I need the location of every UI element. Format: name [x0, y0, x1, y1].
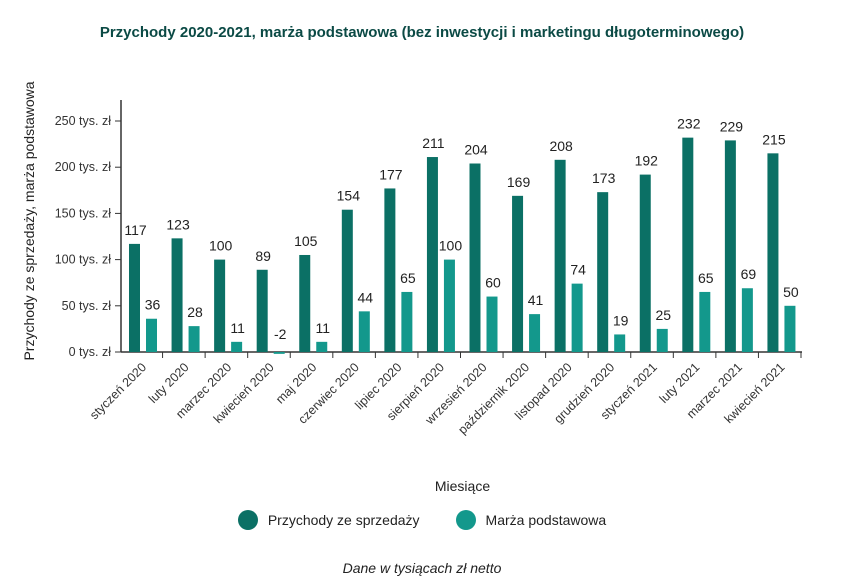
- y-tick-label: 100 tys. zł: [55, 253, 111, 267]
- x-tick-label: styczeń 2020: [87, 360, 149, 422]
- data-label-revenue: 100: [209, 238, 233, 254]
- y-tick-label: 200 tys. zł: [55, 160, 111, 174]
- data-label-revenue: 123: [166, 216, 190, 232]
- data-label-margin: 28: [187, 304, 203, 320]
- y-axis-title: Przychody ze sprzedaży, marża podstawowa: [21, 81, 37, 360]
- bar-margin[interactable]: [188, 326, 200, 352]
- legend-label-margin: Marża podstawowa: [485, 512, 607, 528]
- bar-margin[interactable]: [316, 341, 328, 352]
- bar-revenue[interactable]: [426, 157, 438, 352]
- bar-revenue[interactable]: [299, 254, 311, 352]
- legend-swatch-revenue: [237, 510, 258, 530]
- y-tick-label: 250 tys. zł: [55, 114, 111, 128]
- bar-margin[interactable]: [741, 288, 753, 352]
- x-axis-title: Miesiące: [435, 478, 490, 494]
- legend-item-revenue[interactable]: Przychody ze sprzedaży: [237, 510, 420, 530]
- bar-margin[interactable]: [614, 334, 626, 352]
- bar-chart: 0 tys. zł 50 tys. zł 100 tys. zł 150 tys. z…: [21, 81, 802, 494]
- bar-revenue[interactable]: [384, 188, 396, 352]
- bar-revenue[interactable]: [171, 238, 183, 352]
- data-label-revenue: 177: [379, 166, 403, 182]
- bar-margin[interactable]: [699, 291, 711, 352]
- data-label-margin: 100: [439, 238, 463, 254]
- y-tick-label: 150 tys. zł: [55, 206, 111, 220]
- footnote: Dane w tysiącach zł netto: [342, 560, 502, 576]
- data-label-margin: 36: [145, 297, 161, 313]
- data-label-margin: 25: [655, 307, 671, 323]
- data-label-margin: 11: [230, 320, 245, 336]
- data-label-margin: 65: [400, 270, 416, 286]
- bar-revenue[interactable]: [341, 209, 353, 352]
- y-tick-label: 0 tys. zł: [69, 345, 112, 359]
- bar-margin[interactable]: [358, 311, 370, 352]
- bar-revenue[interactable]: [639, 174, 651, 352]
- data-label-revenue: 208: [549, 138, 573, 154]
- data-label-margin: 19: [613, 312, 629, 328]
- data-label-revenue: 89: [255, 248, 271, 264]
- bar-margin[interactable]: [656, 328, 668, 352]
- bar-margin[interactable]: [146, 318, 157, 352]
- bar-margin[interactable]: [401, 291, 413, 352]
- data-label-revenue: 154: [337, 188, 361, 204]
- data-label-revenue: 117: [124, 222, 147, 238]
- data-label-margin: 69: [741, 266, 757, 282]
- data-label-margin: 74: [570, 262, 586, 278]
- bar-revenue[interactable]: [554, 159, 566, 352]
- bar-revenue[interactable]: [767, 153, 779, 352]
- data-label-margin: 50: [783, 284, 799, 300]
- data-label-revenue: 105: [294, 233, 318, 249]
- data-label-margin: -2: [274, 326, 287, 342]
- bar-margin[interactable]: [571, 283, 583, 352]
- data-label-revenue: 229: [720, 118, 744, 134]
- bar-revenue[interactable]: [512, 195, 524, 352]
- data-label-revenue: 169: [507, 174, 531, 190]
- bar-revenue[interactable]: [682, 137, 694, 352]
- bar-revenue[interactable]: [214, 259, 226, 352]
- data-label-margin: 44: [358, 289, 374, 305]
- data-label-revenue: 215: [762, 131, 786, 147]
- y-tick-label: 50 tys. zł: [62, 299, 112, 313]
- data-label-revenue: 211: [422, 135, 445, 151]
- bar-margin[interactable]: [486, 296, 498, 352]
- bar-revenue[interactable]: [469, 163, 481, 352]
- data-label-margin: 65: [698, 270, 714, 286]
- bar-margin[interactable]: [784, 305, 796, 352]
- data-label-margin: 41: [528, 292, 544, 308]
- bar-margin[interactable]: [231, 341, 243, 352]
- data-label-revenue: 192: [635, 153, 659, 169]
- legend-label-revenue: Przychody ze sprzedaży: [267, 512, 420, 528]
- data-label-revenue: 204: [464, 142, 488, 158]
- legend-swatch-margin: [455, 510, 476, 530]
- bar-revenue[interactable]: [724, 140, 736, 352]
- bar-margin[interactable]: [443, 259, 455, 352]
- data-label-revenue: 173: [592, 170, 616, 186]
- legend: Przychody ze sprzedaży Marża podstawowa: [0, 510, 844, 530]
- data-label-margin: 11: [315, 320, 330, 336]
- bar-revenue[interactable]: [129, 243, 140, 352]
- data-label-revenue: 232: [677, 116, 701, 132]
- bar-revenue[interactable]: [597, 192, 609, 352]
- bar-revenue[interactable]: [256, 269, 268, 352]
- bar-margin[interactable]: [273, 352, 285, 354]
- data-label-margin: 60: [485, 275, 501, 291]
- bar-margin[interactable]: [529, 314, 541, 352]
- legend-item-margin[interactable]: Marża podstawowa: [455, 510, 607, 530]
- chart-title: Przychody 2020-2021, marża podstawowa (b…: [99, 24, 745, 41]
